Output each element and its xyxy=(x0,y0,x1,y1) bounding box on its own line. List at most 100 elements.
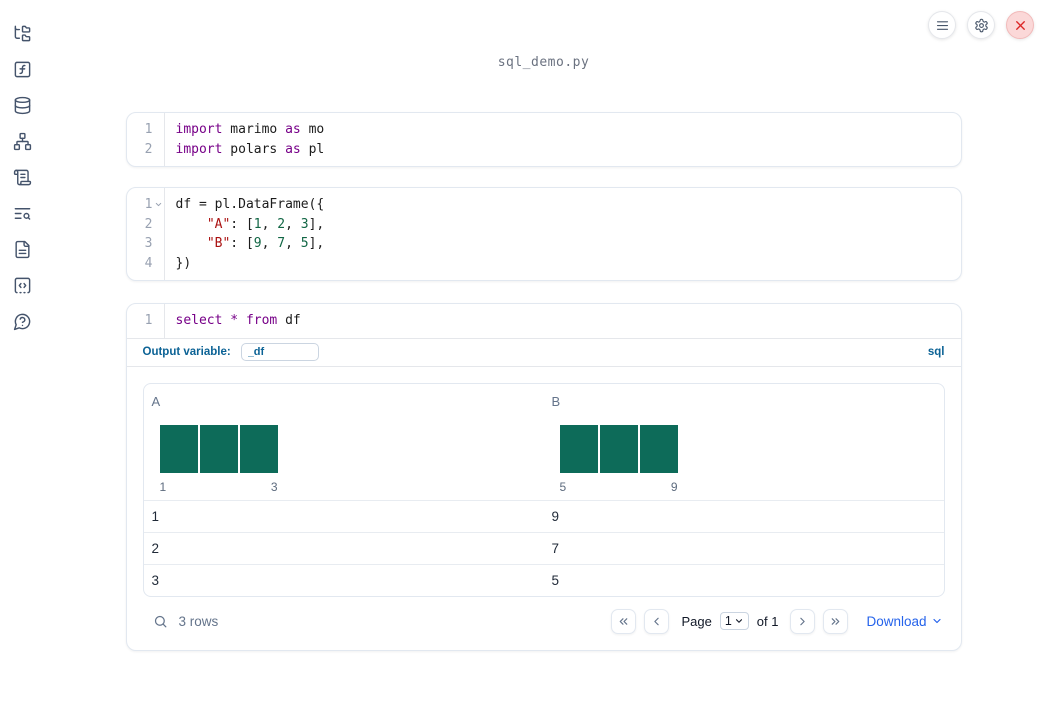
sidebar-item-logs[interactable] xyxy=(10,165,34,189)
histogram-axis-label: 5 xyxy=(559,479,567,494)
table-cell: 3 xyxy=(151,572,160,588)
header-menu-button[interactable] xyxy=(928,11,956,39)
code-text: df = pl.DataFrame({ xyxy=(175,197,325,212)
line-number: 4 xyxy=(144,255,153,271)
rows-info: 3 rows xyxy=(153,613,219,629)
fold-gutter xyxy=(153,254,164,274)
sidebar-item-documentation[interactable] xyxy=(10,237,34,261)
sidebar-item-snippets[interactable] xyxy=(10,273,34,297)
code-cell-imports[interactable]: 1 import marimo as mo 2 import polars as pl xyxy=(125,112,962,167)
line-number: 1 xyxy=(144,122,153,137)
notebook-main: sql_demo.py 1 import marimo as mo 2 import … xyxy=(44,0,1043,651)
table-footer: 3 rows Page 1 of 1 xyxy=(143,605,945,640)
sql-code-editor[interactable]: 1 select * from df xyxy=(126,304,961,339)
pagination: Page 1 of 1 Download xyxy=(611,608,942,634)
sidebar-item-file-explorer[interactable] xyxy=(10,21,34,45)
code-text: import polars as pl xyxy=(175,141,325,157)
code-text: import marimo as mo xyxy=(175,122,325,137)
chevron-down-icon xyxy=(735,619,742,623)
code-text: }) xyxy=(175,255,192,271)
hamburger-icon xyxy=(935,18,950,33)
table-cell: 9 xyxy=(551,508,560,524)
close-icon xyxy=(1013,18,1028,33)
histogram-bar xyxy=(199,424,238,473)
page-label: Page xyxy=(681,613,712,629)
sidebar-item-data-sources[interactable] xyxy=(10,93,34,117)
header-settings-button[interactable] xyxy=(967,11,995,39)
fold-gutter xyxy=(153,311,164,331)
database-icon xyxy=(13,96,32,115)
code-text: "B": [9, 7, 5], xyxy=(206,236,325,251)
line-number: 3 xyxy=(144,236,153,251)
table-cell: 5 xyxy=(551,572,560,588)
download-label: Download xyxy=(866,613,927,629)
code-text: select * from df xyxy=(175,313,301,328)
code-editor[interactable]: 1 import marimo as mo 2 import polars as pl xyxy=(127,113,961,166)
histogram-bar xyxy=(559,424,598,473)
histogram-axis-label: 9 xyxy=(670,479,678,494)
chevron-down-icon xyxy=(932,618,941,624)
code-text: "A": [1, 2, 3], xyxy=(206,216,325,232)
output-variable-input[interactable] xyxy=(240,343,319,361)
page-number-value: 1 xyxy=(724,614,732,628)
list-search-icon xyxy=(13,204,32,223)
column-name: A xyxy=(151,393,161,409)
header-shutdown-button[interactable] xyxy=(1006,11,1034,39)
line-number: 1 xyxy=(144,197,153,212)
fold-gutter xyxy=(153,120,164,140)
header-buttons xyxy=(928,11,1034,39)
sidebar-item-help[interactable] xyxy=(10,309,34,333)
output-variable-row: Output variable: sql xyxy=(126,339,961,367)
code-square-icon xyxy=(13,276,32,295)
page-number-select[interactable]: 1 xyxy=(719,612,749,630)
code-line: 1 import marimo as mo xyxy=(127,120,961,140)
table-cell: 2 xyxy=(151,540,160,556)
line-number: 2 xyxy=(144,216,153,232)
code-line: 1 select * from df xyxy=(127,311,961,331)
code-line: 2 import polars as pl xyxy=(127,140,961,160)
line-number: 1 xyxy=(144,313,153,328)
output-variable-label: Output variable: xyxy=(142,346,231,358)
gear-icon xyxy=(974,18,989,33)
code-line: 3 "B": [9, 7, 5], xyxy=(127,234,961,254)
network-icon xyxy=(13,132,32,151)
search-icon[interactable] xyxy=(153,614,168,629)
table-cell: 1 xyxy=(151,508,160,524)
first-page-button[interactable] xyxy=(611,608,637,634)
sidebar-item-outline[interactable] xyxy=(10,201,34,225)
sidebar-item-dependencies[interactable] xyxy=(10,129,34,153)
fold-gutter xyxy=(153,140,164,160)
histogram-bar xyxy=(599,424,638,473)
sidebar-panel-buttons xyxy=(0,0,44,713)
scroll-icon xyxy=(13,168,32,187)
download-button[interactable]: Download xyxy=(866,614,942,629)
code-line: 4}) xyxy=(127,254,961,274)
sql-cell[interactable]: 1 select * from df Output variable: sql A… xyxy=(125,303,962,651)
file-text-icon xyxy=(13,240,32,259)
histogram-axis-label: 3 xyxy=(270,479,278,494)
next-page-button[interactable] xyxy=(790,608,816,634)
sidebar-item-functions[interactable] xyxy=(10,57,34,81)
last-page-button[interactable] xyxy=(823,608,849,634)
histogram-bar xyxy=(639,424,678,473)
code-editor[interactable]: 1 df = pl.DataFrame({2 "A": [1, 2, 3], 3 "… xyxy=(127,188,961,280)
fold-chevron-icon[interactable] xyxy=(153,195,164,215)
histogram-bar xyxy=(159,424,198,473)
code-line: 2 "A": [1, 2, 3], xyxy=(127,215,961,235)
column-histogram xyxy=(559,424,936,473)
previous-page-button[interactable] xyxy=(644,608,670,634)
row-count-label: 3 rows xyxy=(178,613,219,629)
folder-tree-icon xyxy=(13,24,32,43)
code-cell-dataframe[interactable]: 1 df = pl.DataFrame({2 "A": [1, 2, 3], 3 "… xyxy=(125,187,962,281)
histogram-bar xyxy=(239,424,278,473)
